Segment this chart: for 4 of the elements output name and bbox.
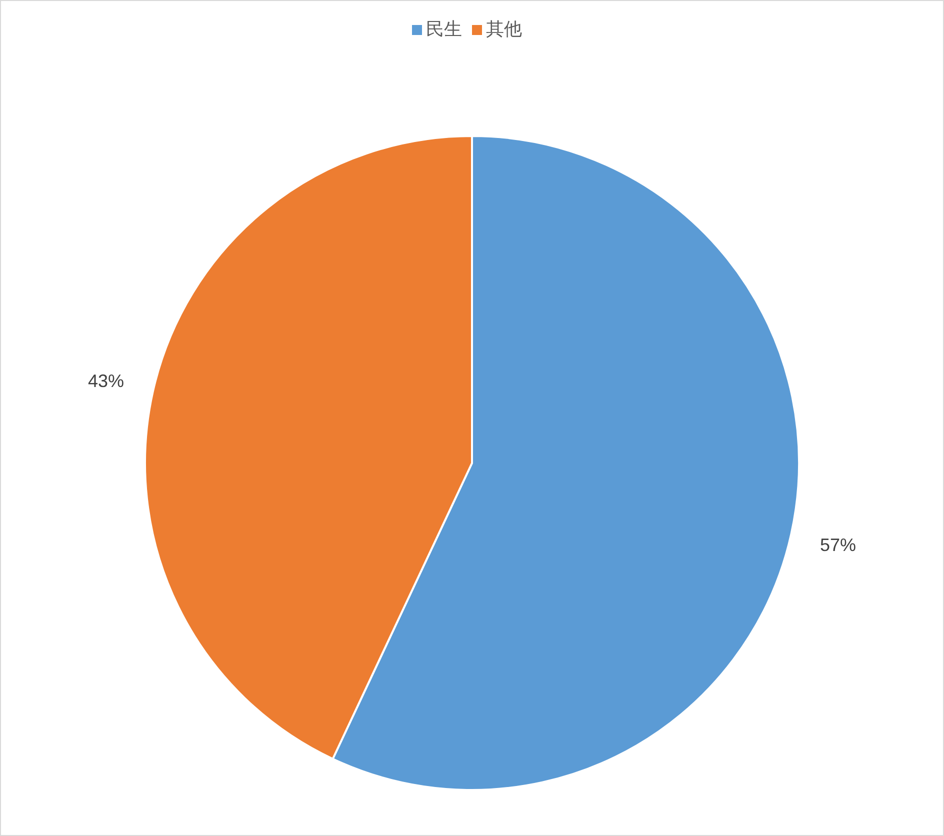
legend-label: 民生	[426, 19, 462, 40]
data-label: 43%	[88, 371, 124, 392]
data-label: 57%	[820, 534, 856, 555]
legend-label: 其他	[486, 19, 522, 40]
